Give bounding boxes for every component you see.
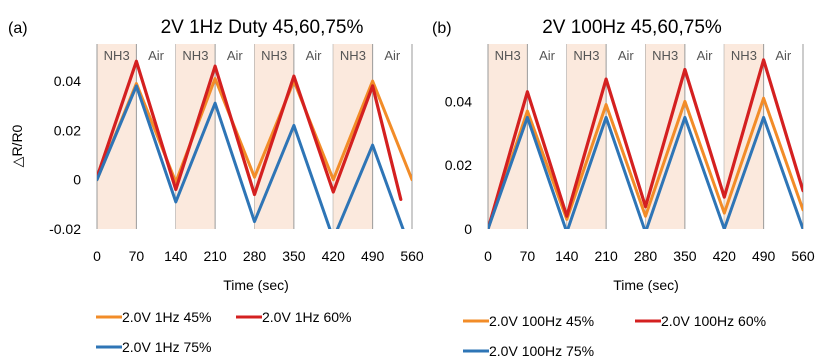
- panel-a-phase-labels: NH3 Air NH3 Air NH3 Air NH3 Air: [104, 48, 401, 63]
- panel-b-x-tick-label-1: 70: [520, 248, 536, 264]
- panel-b-phase-label-1: Air: [539, 48, 556, 63]
- panel-b-y-tick-label-0: 0.04: [445, 93, 472, 109]
- panel-a-phase-label-3: Air: [227, 48, 244, 63]
- panel-a-y-tick-label-0: 0.04: [54, 73, 81, 89]
- panel-a-x-tick-label-3: 210: [203, 248, 227, 264]
- panel-a-legend-label-0: 2.0V 1Hz 45%: [122, 309, 212, 325]
- panel-a-x-tick-label-6: 420: [322, 248, 346, 264]
- panel-b-x-tick-label-7: 490: [752, 248, 776, 264]
- panel-b-phase-label-0: NH3: [495, 48, 521, 63]
- panel-b-x-ticks: 0 70 140 210 280 350 420 490 560: [484, 248, 815, 264]
- panel-a-y-tick-label-3: -0.02: [49, 221, 81, 237]
- panel-a-y-tick-label-1: 0.02: [54, 122, 81, 138]
- panel-a-title: 2V 1Hz Duty 45,60,75%: [161, 17, 364, 38]
- panel-b-x-tick-label-8: 560: [791, 248, 815, 264]
- panel-a-x-tick-label-8: 560: [400, 248, 424, 264]
- panel-b-x-tick-label-0: 0: [484, 248, 492, 264]
- panel-b-title: 2V 100Hz 45,60,75%: [542, 17, 722, 38]
- panel-b-x-tick-label-3: 210: [594, 248, 618, 264]
- panel-a-phase-label-5: Air: [306, 48, 323, 63]
- panel-b: (b) 2V 100Hz 45,60,75% Time (sec) NH3 Air…: [432, 17, 815, 359]
- panel-b-x-tick-label-5: 350: [673, 248, 697, 264]
- panel-b-phase-label-5: Air: [697, 48, 714, 63]
- panel-a-series-line-1: [97, 59, 403, 201]
- panel-a-x-axis-label: Time (sec): [223, 277, 289, 293]
- panel-a: (a) 2V 1Hz Duty 45,60,75% △R/R0 Time (se…: [8, 17, 424, 355]
- panel-b-y-ticks: 0.04 0.02 0: [445, 93, 472, 237]
- panel-a-legend-label-2: 2.0V 1Hz 75%: [122, 339, 212, 355]
- panel-a-label: (a): [8, 20, 28, 37]
- panel-b-legend: 2.0V 100Hz 45% 2.0V 100Hz 60% 2.0V 100Hz 7…: [463, 313, 766, 359]
- panel-a-x-tick-label-4: 280: [243, 248, 267, 264]
- panel-b-phase-labels: NH3 Air NH3 Air NH3 Air NH3 Air: [495, 48, 792, 63]
- panel-a-x-ticks: 0 70 140 210 280 350 420 490 560: [93, 248, 424, 264]
- panel-a-y-tick-label-2: 0: [73, 172, 81, 188]
- panel-a-x-tick-label-1: 70: [129, 248, 145, 264]
- panel-a-phase-bands: [96, 44, 413, 229]
- panel-b-x-axis-label: Time (sec): [613, 277, 679, 293]
- panel-a-phase-label-2: NH3: [182, 48, 208, 63]
- panel-b-x-tick-label-4: 280: [634, 248, 658, 264]
- panel-b-series-line-1: [488, 58, 803, 229]
- panel-b-series: [488, 58, 803, 229]
- panel-a-phase-label-7: Air: [384, 48, 401, 63]
- panel-a-phase-label-1: Air: [148, 48, 165, 63]
- panel-b-label: (b): [432, 20, 452, 37]
- panel-a-legend: 2.0V 1Hz 45% 2.0V 1Hz 60% 2.0V 1Hz 75%: [96, 309, 352, 355]
- panel-b-y-tick-label-2: 0: [464, 221, 472, 237]
- panel-a-series-line-0: [97, 77, 412, 184]
- panel-b-x-tick-label-6: 420: [713, 248, 737, 264]
- panel-a-phase-label-4: NH3: [261, 48, 287, 63]
- panel-a-x-tick-label-7: 490: [361, 248, 385, 264]
- panel-b-y-tick-label-1: 0.02: [445, 157, 472, 173]
- panel-b-x-tick-label-2: 140: [555, 248, 579, 264]
- panel-b-phase-label-2: NH3: [573, 48, 599, 63]
- panel-a-series-line-2: [97, 84, 405, 229]
- panel-b-series-line-2: [488, 115, 803, 229]
- panel-b-legend-label-0: 2.0V 100Hz 45%: [489, 313, 594, 329]
- panel-a-nh3-band-2: [175, 44, 216, 229]
- panel-a-legend-label-1: 2.0V 1Hz 60%: [262, 309, 352, 325]
- panel-a-x-tick-label-0: 0: [93, 248, 101, 264]
- panel-b-phase-label-3: Air: [618, 48, 635, 63]
- panel-a-phase-label-0: NH3: [104, 48, 130, 63]
- panel-b-legend-label-2: 2.0V 100Hz 75%: [489, 343, 594, 359]
- panel-b-phase-label-7: Air: [775, 48, 792, 63]
- panel-a-x-tick-label-2: 140: [164, 248, 188, 264]
- panel-b-legend-label-1: 2.0V 100Hz 60%: [661, 313, 766, 329]
- panel-b-series-line-0: [488, 96, 803, 229]
- panel-a-series: [97, 59, 412, 229]
- panel-b-phase-label-6: NH3: [731, 48, 757, 63]
- panel-a-y-axis-label: △R/R0: [9, 124, 25, 167]
- panel-a-y-ticks: 0.04 0.02 0 -0.02: [49, 73, 81, 237]
- panel-a-phase-label-6: NH3: [340, 48, 366, 63]
- panel-b-phase-label-4: NH3: [652, 48, 678, 63]
- panel-a-x-tick-label-5: 350: [282, 248, 306, 264]
